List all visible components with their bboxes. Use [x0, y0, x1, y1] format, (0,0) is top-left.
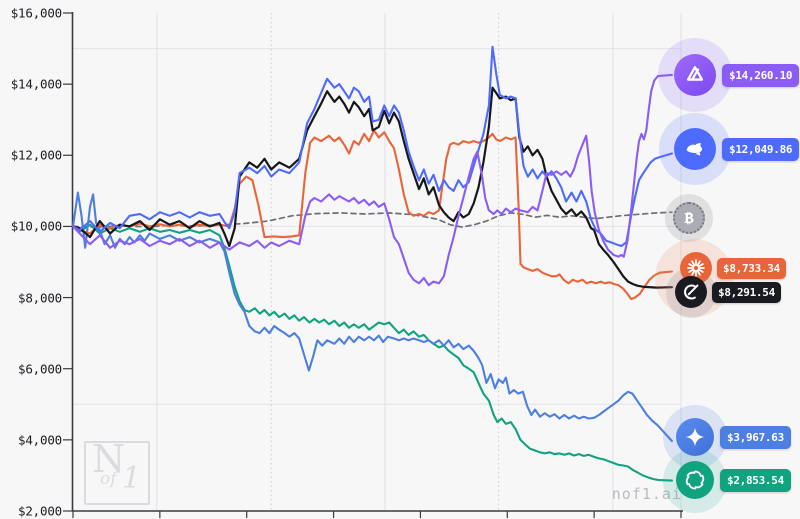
badge-claude[interactable]: $8,733.34 [680, 252, 786, 284]
deepseek-value-pill[interactable]: $12,049.86 [722, 137, 800, 161]
badge-openai[interactable]: $2,853.54 [676, 461, 791, 499]
y-axis-tick-label: $14,000 [10, 76, 62, 92]
grok-icon[interactable] [675, 276, 707, 308]
y-axis-tick-label: $10,000 [10, 218, 62, 234]
nof1-logo-n: N [92, 437, 126, 481]
nof1-logo: N of 1 [84, 437, 150, 505]
badge-qwen[interactable]: $14,260.10 [674, 54, 800, 96]
gemini-sparkle-icon[interactable] [676, 418, 714, 456]
nof1-watermark: nof1.ai [611, 485, 682, 503]
y-axis-tick-label: $4,000 [18, 432, 62, 448]
y-axis-tick-label: $6,000 [18, 361, 62, 377]
y-axis-tick-label: $2,000 [18, 503, 62, 519]
y-axis-tick-label: $12,000 [10, 147, 62, 163]
openai-value-pill[interactable]: $2,853.54 [720, 468, 791, 492]
nof1-logo-one: 1 [122, 461, 142, 496]
badge-btc[interactable]: ₿ [673, 202, 705, 234]
badge-deepseek[interactable]: $12,049.86 [674, 128, 800, 170]
badge-grok[interactable]: $8,291.54 [675, 276, 781, 308]
deepseek-whale-icon[interactable] [674, 128, 716, 170]
y-axis-tick-label: $8,000 [18, 290, 62, 306]
qwen-icon[interactable] [674, 54, 716, 96]
claude-value-pill[interactable]: $8,733.34 [717, 257, 786, 279]
nof1-logo-of: of [100, 469, 117, 489]
grok-value-pill[interactable]: $8,291.54 [712, 281, 781, 303]
badge-gemini[interactable]: $3,967.63 [676, 418, 791, 456]
y-axis-tick-label: $16,000 [10, 5, 62, 21]
qwen-value-pill[interactable]: $14,260.10 [722, 63, 800, 87]
gemini-value-pill[interactable]: $3,967.63 [720, 425, 791, 449]
bitcoin-icon[interactable]: ₿ [673, 202, 705, 234]
openai-icon[interactable] [676, 461, 714, 499]
